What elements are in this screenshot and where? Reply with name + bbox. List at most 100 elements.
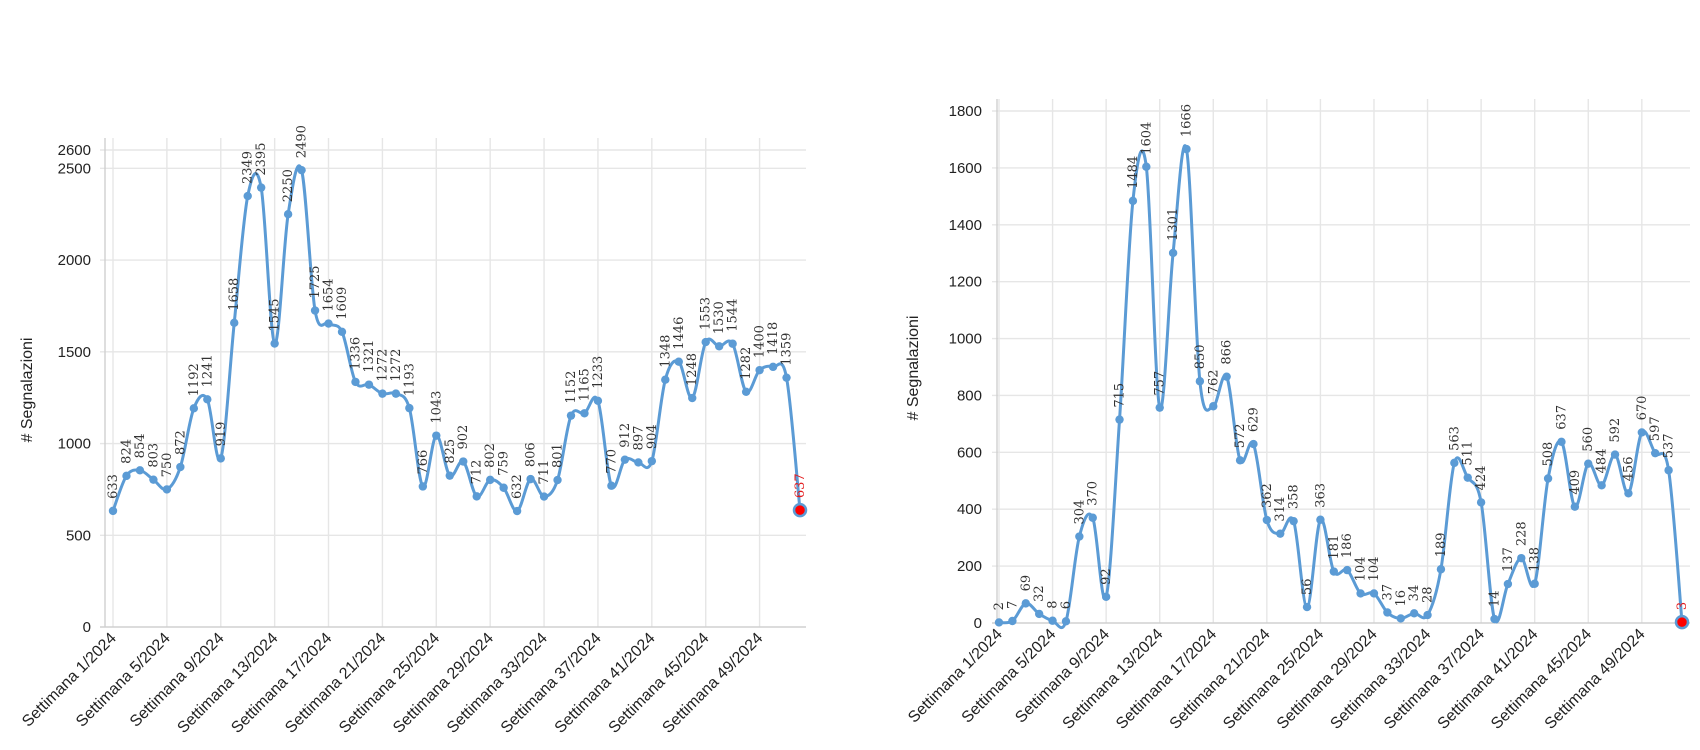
data-point[interactable] xyxy=(485,475,495,485)
data-point[interactable] xyxy=(256,183,266,192)
data-point[interactable] xyxy=(782,373,791,382)
data-point[interactable] xyxy=(701,337,710,347)
data-point[interactable] xyxy=(674,357,683,366)
data-point[interactable] xyxy=(418,482,428,491)
data-point[interactable] xyxy=(1369,589,1379,598)
data-point[interactable] xyxy=(162,485,172,494)
data-point[interactable] xyxy=(1249,439,1258,449)
data-point[interactable] xyxy=(297,165,306,175)
data-point[interactable] xyxy=(189,404,199,413)
data-point[interactable] xyxy=(1543,474,1553,483)
data-point[interactable] xyxy=(1624,489,1633,498)
data-point[interactable] xyxy=(1316,515,1325,524)
data-point[interactable] xyxy=(432,431,441,440)
data-point[interactable] xyxy=(1597,481,1606,490)
data-point[interactable] xyxy=(337,327,347,337)
data-point[interactable] xyxy=(1664,466,1673,475)
data-point[interactable] xyxy=(1276,529,1285,538)
data-point[interactable] xyxy=(364,380,374,389)
data-point[interactable] xyxy=(1008,616,1017,626)
data-point[interactable] xyxy=(351,377,360,387)
data-point[interactable] xyxy=(1222,372,1231,381)
data-point[interactable] xyxy=(1637,428,1647,437)
data-point[interactable] xyxy=(1423,610,1432,620)
data-point[interactable] xyxy=(620,455,630,464)
data-point[interactable] xyxy=(1570,502,1580,511)
data-point[interactable] xyxy=(1088,513,1097,522)
data-point[interactable] xyxy=(1557,437,1566,447)
data-point[interactable] xyxy=(445,471,454,480)
data-point[interactable] xyxy=(647,456,657,466)
data-point-last[interactable] xyxy=(792,502,808,518)
data-point[interactable] xyxy=(741,387,751,397)
data-point[interactable] xyxy=(459,457,468,466)
data-point[interactable] xyxy=(203,395,212,404)
data-point[interactable] xyxy=(1530,579,1539,588)
data-point[interactable] xyxy=(499,483,508,492)
data-point[interactable] xyxy=(1182,144,1191,154)
data-point[interactable] xyxy=(1302,602,1312,612)
data-point[interactable] xyxy=(580,409,589,418)
data-point[interactable] xyxy=(755,365,764,375)
data-point[interactable] xyxy=(1329,567,1339,576)
data-point[interactable] xyxy=(216,454,225,463)
data-point[interactable] xyxy=(405,403,414,413)
data-point[interactable] xyxy=(310,306,320,315)
data-point[interactable] xyxy=(1342,565,1352,575)
data-point[interactable] xyxy=(1651,448,1660,458)
data-point[interactable] xyxy=(1450,458,1459,468)
data-point[interactable] xyxy=(1235,456,1245,465)
data-point[interactable] xyxy=(108,506,118,516)
data-point[interactable] xyxy=(378,389,387,398)
data-point[interactable] xyxy=(661,375,670,384)
data-point[interactable] xyxy=(283,210,293,219)
data-point[interactable] xyxy=(1155,403,1164,412)
data-point[interactable] xyxy=(607,481,616,490)
data-point[interactable] xyxy=(539,492,549,501)
data-point-last[interactable] xyxy=(1674,614,1690,630)
data-point[interactable] xyxy=(1021,599,1030,608)
data-point[interactable] xyxy=(526,474,535,484)
data-point[interactable] xyxy=(553,475,562,485)
data-point[interactable] xyxy=(1168,248,1178,258)
data-point[interactable] xyxy=(1061,617,1071,626)
data-point[interactable] xyxy=(688,393,697,403)
data-point[interactable] xyxy=(472,492,481,501)
data-point[interactable] xyxy=(122,471,131,481)
data-point[interactable] xyxy=(1209,402,1218,411)
data-point[interactable] xyxy=(135,466,145,475)
data-point[interactable] xyxy=(1436,565,1446,574)
data-point[interactable] xyxy=(994,618,1004,627)
data-point[interactable] xyxy=(512,506,522,516)
data-point[interactable] xyxy=(1262,515,1272,525)
data-point[interactable] xyxy=(1610,450,1620,459)
data-point[interactable] xyxy=(1034,609,1044,619)
data-point[interactable] xyxy=(1048,616,1057,625)
data-point[interactable] xyxy=(1289,516,1298,526)
data-point[interactable] xyxy=(1383,608,1392,617)
data-point[interactable] xyxy=(1142,162,1151,171)
data-point[interactable] xyxy=(728,339,737,348)
data-point[interactable] xyxy=(566,411,576,420)
data-point[interactable] xyxy=(1476,498,1486,507)
data-point[interactable] xyxy=(1463,473,1472,482)
data-point[interactable] xyxy=(714,342,724,351)
data-point[interactable] xyxy=(176,462,185,472)
data-point[interactable] xyxy=(1584,459,1593,468)
data-point[interactable] xyxy=(324,319,333,328)
data-point[interactable] xyxy=(1356,589,1365,598)
data-point[interactable] xyxy=(1490,614,1499,624)
data-point[interactable] xyxy=(1503,579,1513,589)
data-point[interactable] xyxy=(270,339,279,348)
data-point[interactable] xyxy=(1517,553,1526,563)
data-point[interactable] xyxy=(768,362,778,372)
data-point[interactable] xyxy=(593,396,603,405)
data-point[interactable] xyxy=(634,458,643,467)
data-point[interactable] xyxy=(1409,609,1419,618)
data-point[interactable] xyxy=(1075,532,1084,541)
data-point[interactable] xyxy=(230,318,239,328)
data-point[interactable] xyxy=(1195,377,1205,386)
data-point[interactable] xyxy=(1115,415,1124,424)
data-point[interactable] xyxy=(1128,196,1138,206)
data-point[interactable] xyxy=(1396,614,1405,623)
